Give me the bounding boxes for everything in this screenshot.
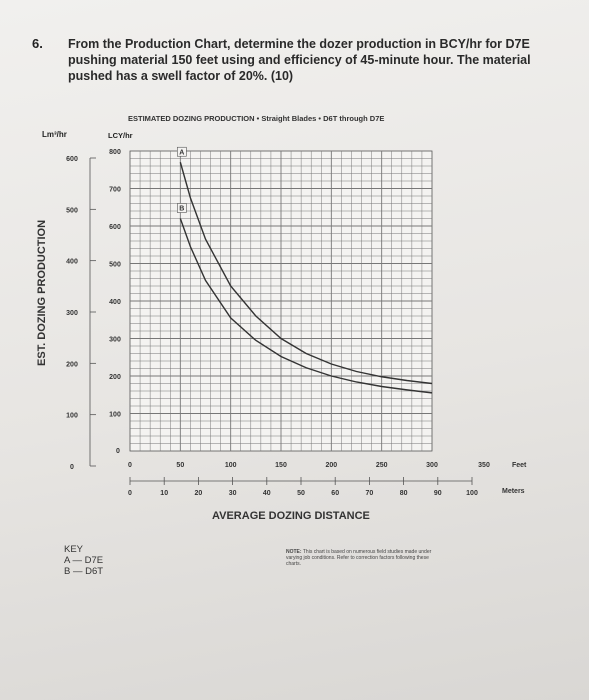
x-tick-label-feet: 200 bbox=[325, 462, 337, 469]
chart-title: ESTIMATED DOZING PRODUCTION • Straight B… bbox=[128, 114, 385, 123]
x-tick-label-meters: 20 bbox=[195, 490, 203, 497]
y-tick-label-lcy: 700 bbox=[109, 187, 121, 194]
key-item-b: B — D6T bbox=[64, 566, 104, 577]
series-label-a: A bbox=[179, 149, 184, 156]
y-tick-label-lcy: 100 bbox=[109, 412, 121, 419]
x-tick-label-feet: 350 bbox=[478, 462, 490, 469]
y-tick-label-lm: 0 bbox=[70, 464, 74, 471]
series-label-box bbox=[177, 203, 187, 213]
y-tick-label-lm: 600 bbox=[66, 156, 78, 163]
x-tick-label-meters: 80 bbox=[400, 490, 408, 497]
question-number: 6. bbox=[32, 36, 43, 51]
x-tick-label-feet: 150 bbox=[275, 462, 287, 469]
y-tick-label-lm: 200 bbox=[66, 361, 78, 368]
chart-note: NOTE: This chart is based on numerous fi… bbox=[286, 549, 436, 567]
x-tick-label-meters: 10 bbox=[160, 490, 168, 497]
x-tick-label-feet: 100 bbox=[225, 462, 237, 469]
y-tick-label-lcy: 800 bbox=[109, 149, 121, 156]
x-tick-label-meters: 40 bbox=[263, 490, 271, 497]
series-line-b bbox=[179, 218, 433, 394]
key-item-a: A — D7E bbox=[64, 555, 104, 566]
y-tick-label-lm: 300 bbox=[66, 310, 78, 317]
series-line-a bbox=[179, 162, 433, 385]
y-tick-label-lm: 100 bbox=[66, 413, 78, 420]
chart-key: KEY A — D7E B — D6T bbox=[64, 544, 103, 577]
x-tick-label-feet: 0 bbox=[128, 462, 132, 469]
x-units-feet: Feet bbox=[512, 462, 527, 469]
x-axis-label: AVERAGE DOZING DISTANCE bbox=[212, 510, 370, 522]
y-tick-label-lcy: 600 bbox=[109, 224, 121, 231]
y-tick-label-lcy: 0 bbox=[116, 448, 120, 455]
note-text: This chart is based on numerous field st… bbox=[286, 549, 432, 567]
x-tick-label-feet: 250 bbox=[376, 462, 388, 469]
x-tick-label-feet: 50 bbox=[176, 462, 184, 469]
y-tick-label-lcy: 500 bbox=[109, 262, 121, 269]
x-units-meters: Meters bbox=[502, 488, 525, 495]
x-tick-label-meters: 90 bbox=[434, 490, 442, 497]
x-tick-label-meters: 60 bbox=[331, 490, 339, 497]
note-label: NOTE: bbox=[286, 549, 302, 555]
y-tick-label-lcy: 400 bbox=[109, 299, 121, 306]
x-tick-label-meters: 100 bbox=[466, 490, 478, 497]
x-tick-label-meters: 30 bbox=[229, 490, 237, 497]
series-label-b: B bbox=[179, 206, 184, 213]
y-tick-label-lcy: 300 bbox=[109, 337, 121, 344]
question-text: From the Production Chart, determine the… bbox=[68, 37, 531, 83]
y-tick-label-lm: 500 bbox=[66, 207, 78, 214]
x-tick-label-meters: 0 bbox=[128, 490, 132, 497]
right-axis-units: LCY/hr bbox=[108, 131, 133, 140]
y-tick-label-lcy: 200 bbox=[109, 374, 121, 381]
y-tick-label-lm: 400 bbox=[66, 259, 78, 266]
x-tick-label-meters: 50 bbox=[297, 490, 305, 497]
series-label-box bbox=[177, 146, 187, 157]
x-tick-label-feet: 300 bbox=[426, 462, 438, 469]
left-axis-units: Lm³/hr bbox=[42, 130, 67, 139]
x-tick-label-meters: 70 bbox=[366, 490, 374, 497]
key-title: KEY bbox=[64, 544, 84, 555]
